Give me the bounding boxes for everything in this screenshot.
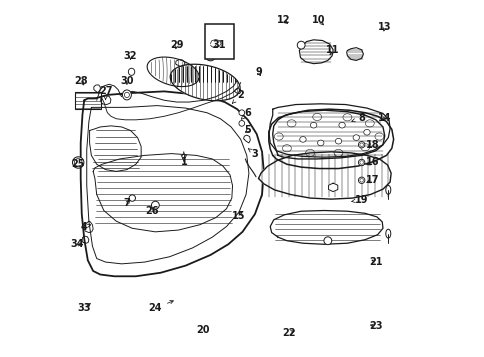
Ellipse shape — [358, 159, 364, 166]
Ellipse shape — [385, 229, 390, 238]
Text: 14: 14 — [377, 113, 391, 123]
Text: 34: 34 — [70, 239, 84, 249]
Ellipse shape — [239, 121, 244, 126]
Ellipse shape — [297, 41, 304, 49]
Text: 30: 30 — [120, 76, 134, 86]
Polygon shape — [272, 110, 384, 159]
Ellipse shape — [358, 177, 364, 183]
Ellipse shape — [310, 122, 316, 128]
Text: 33: 33 — [77, 303, 91, 313]
Polygon shape — [299, 40, 333, 64]
Text: 15: 15 — [232, 211, 245, 221]
Ellipse shape — [299, 136, 305, 142]
Text: 6: 6 — [241, 108, 251, 119]
Text: 17: 17 — [365, 175, 378, 185]
Text: 16: 16 — [365, 157, 378, 167]
Bar — [205, 24, 234, 59]
Text: 4: 4 — [81, 221, 91, 231]
Text: 3: 3 — [248, 149, 258, 159]
Ellipse shape — [205, 51, 215, 61]
Ellipse shape — [151, 201, 159, 209]
Ellipse shape — [334, 138, 341, 144]
Text: 29: 29 — [169, 40, 183, 50]
Text: 5: 5 — [244, 126, 251, 136]
Text: 24: 24 — [148, 301, 173, 313]
Polygon shape — [170, 64, 240, 101]
Ellipse shape — [317, 140, 323, 146]
Text: 23: 23 — [368, 321, 382, 331]
Ellipse shape — [358, 141, 364, 148]
Text: 19: 19 — [351, 195, 368, 205]
Text: 27: 27 — [99, 86, 112, 100]
Ellipse shape — [129, 195, 135, 201]
Polygon shape — [328, 183, 337, 192]
Polygon shape — [147, 57, 199, 87]
Ellipse shape — [323, 237, 331, 245]
Text: 12: 12 — [276, 15, 289, 25]
Text: 22: 22 — [281, 328, 295, 338]
Text: 32: 32 — [123, 51, 137, 61]
Text: 26: 26 — [145, 206, 158, 216]
Text: 28: 28 — [74, 76, 87, 86]
Text: 9: 9 — [255, 67, 261, 77]
Text: 18: 18 — [365, 140, 378, 150]
Ellipse shape — [122, 90, 131, 100]
Text: 31: 31 — [212, 40, 226, 50]
Text: 7: 7 — [123, 198, 130, 208]
Text: 13: 13 — [377, 22, 391, 32]
Ellipse shape — [338, 122, 345, 128]
Text: 25: 25 — [71, 159, 85, 169]
Text: 8: 8 — [351, 113, 364, 123]
Ellipse shape — [239, 110, 244, 116]
Text: 21: 21 — [368, 257, 382, 267]
Polygon shape — [270, 211, 382, 244]
Polygon shape — [258, 152, 390, 199]
Text: 11: 11 — [326, 45, 339, 55]
Polygon shape — [80, 91, 263, 276]
Polygon shape — [90, 126, 141, 171]
Text: 1: 1 — [180, 152, 187, 167]
Polygon shape — [346, 47, 363, 60]
Text: 2: 2 — [232, 90, 243, 103]
Ellipse shape — [363, 130, 369, 135]
Ellipse shape — [352, 135, 359, 140]
Bar — [75, 92, 101, 109]
Ellipse shape — [385, 185, 390, 194]
Ellipse shape — [73, 157, 84, 168]
Text: 20: 20 — [196, 325, 210, 335]
Ellipse shape — [128, 68, 135, 75]
Text: 10: 10 — [312, 15, 325, 25]
